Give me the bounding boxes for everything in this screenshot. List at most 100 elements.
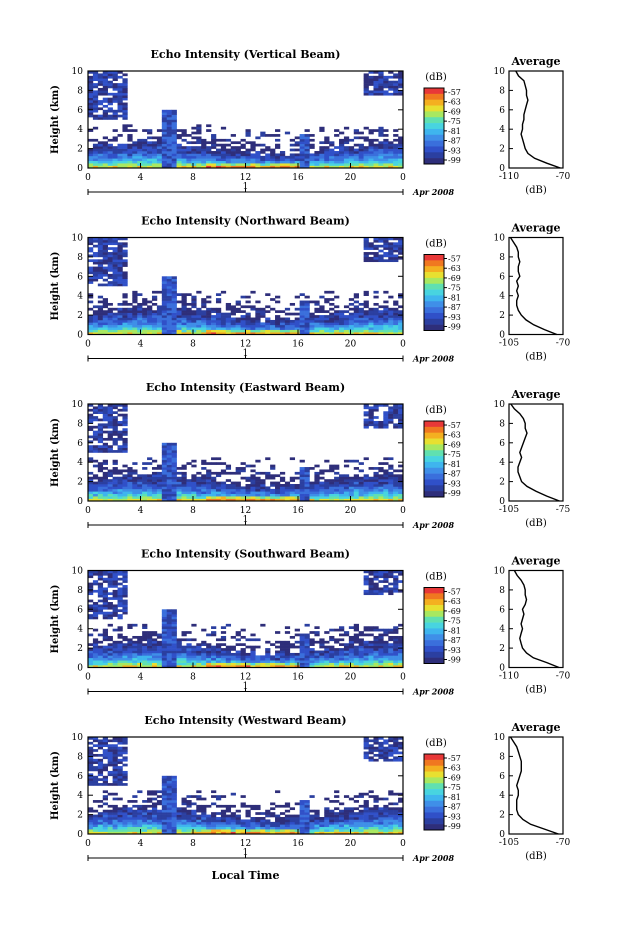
date-label: Apr 2008 <box>412 187 455 197</box>
colorbar-swatch <box>424 295 444 302</box>
colorbar-swatch <box>424 123 444 130</box>
x-tick-label: 12 <box>240 673 251 683</box>
y-tick-label: 10 <box>72 234 84 244</box>
profile-y-tick-label: 4 <box>499 125 505 135</box>
colorbar-tick-label: -99 <box>448 656 461 665</box>
profile-y-tick-label: 10 <box>494 67 506 77</box>
colorbar-swatch <box>424 812 444 819</box>
y-tick-label: 0 <box>77 664 83 674</box>
profile-x-label: (dB) <box>525 352 547 363</box>
y-axis-label: Height (km) <box>50 751 61 820</box>
colorbar-tick-label: -81 <box>448 460 461 469</box>
colorbar-tick-label: -69 <box>448 773 461 782</box>
date-label: Apr 2008 <box>412 687 455 697</box>
x-tick-label: 0 <box>400 839 406 849</box>
colorbar-tick-label: -75 <box>448 617 461 626</box>
x-tick-label: 8 <box>190 340 196 350</box>
average-profile: Average 0 2 4 6 8 10 -105 -70 (dB) <box>494 222 571 363</box>
y-tick-label: 6 <box>77 605 83 615</box>
panel-3: Echo Intensity (Eastward Beam)0246810Hei… <box>50 381 571 530</box>
profile-y-tick-label: 8 <box>499 752 505 762</box>
profile-y-tick-label: 8 <box>499 86 505 96</box>
average-profile: Average 0 2 4 6 8 10 -110 -70 (dB) <box>494 55 571 196</box>
profile-y-tick-label: 2 <box>499 478 505 488</box>
colorbar-tick-label: -87 <box>448 470 461 479</box>
colorbar-tick-label: -75 <box>448 783 461 792</box>
profile-frame <box>508 236 564 336</box>
profile-y-tick-label: 8 <box>499 586 505 596</box>
colorbar-tick-label: -69 <box>448 107 461 116</box>
x-tick-label: 20 <box>345 506 357 516</box>
colorbar-swatch <box>424 432 444 439</box>
colorbar-tick-label: -57 <box>448 588 461 597</box>
profile-y-tick-label: 0 <box>499 830 505 840</box>
colorbar-swatch <box>424 485 444 492</box>
colorbar-tick-label: -81 <box>448 626 461 635</box>
profile-y-tick-label: 6 <box>499 439 505 449</box>
colorbar-swatch <box>424 818 444 825</box>
y-tick-label: 4 <box>77 292 83 302</box>
x-tick-label: 0 <box>85 173 91 183</box>
colorbar-unit: (dB) <box>425 572 447 583</box>
colorbar-unit: (dB) <box>425 72 447 83</box>
average-profile: Average 0 2 4 6 8 10 -110 -70 (dB) <box>494 555 571 696</box>
x-tick-label: 8 <box>190 673 196 683</box>
colorbar-swatch <box>424 610 444 618</box>
colorbar-swatch <box>424 634 444 641</box>
y-axis-label: Height (km) <box>50 585 61 654</box>
colorbar-tick-label: -63 <box>448 764 461 773</box>
profile-x-tick-label: -70 <box>556 172 571 182</box>
colorbar-swatch <box>424 426 444 433</box>
colorbar-frame <box>423 87 445 165</box>
colorbar-tick-label: -57 <box>448 255 461 264</box>
colorbar-tick-label: -75 <box>448 117 461 126</box>
y-tick-label: 4 <box>77 458 83 468</box>
colorbar-swatch <box>424 260 444 267</box>
colorbar-swatch <box>424 456 444 463</box>
colorbar-swatch <box>424 593 444 600</box>
colorbar-swatch <box>424 651 444 658</box>
colorbar: -57-63-69-75-81-87-93-99 <box>423 254 461 332</box>
profile-y-tick-label: 6 <box>499 272 505 282</box>
day-label: 1 <box>243 848 249 858</box>
x-tick-label: 20 <box>345 673 357 683</box>
colorbar-swatch <box>424 479 444 486</box>
colorbar-swatch <box>424 254 444 261</box>
x-tick-label: 8 <box>190 173 196 183</box>
colorbar: -57-63-69-75-81-87-93-99 <box>423 420 461 498</box>
x-tick-label: 8 <box>190 506 196 516</box>
panel-title: Echo Intensity (Southward Beam) <box>141 548 350 561</box>
colorbar-swatch <box>424 628 444 635</box>
profile-line <box>515 70 561 169</box>
echo-intensity-field <box>88 570 404 668</box>
profile-y-tick-label: 0 <box>499 164 505 174</box>
profile-x-tick-label: -105 <box>499 838 519 848</box>
colorbar-swatch <box>424 800 444 807</box>
y-axis-label: Height (km) <box>50 85 61 154</box>
profile-frame <box>508 569 564 669</box>
colorbar-swatch <box>424 117 444 124</box>
profile-y-tick-label: 0 <box>499 664 505 674</box>
y-tick-label: 8 <box>77 419 83 429</box>
profile-title: Average <box>510 721 560 734</box>
x-tick-label: 4 <box>138 673 144 683</box>
profile-frame <box>508 403 564 502</box>
panel-title: Echo Intensity (Eastward Beam) <box>146 381 345 394</box>
x-tick-label: 0 <box>85 839 91 849</box>
profile-y-tick-label: 0 <box>499 331 505 341</box>
profile-x-tick-label: -70 <box>556 838 571 848</box>
x-tick-label: 12 <box>240 839 251 849</box>
echo-intensity-field <box>88 737 404 835</box>
y-tick-label: 10 <box>72 567 84 577</box>
colorbar-tick-label: -93 <box>448 479 461 488</box>
y-tick-label: 0 <box>77 830 83 840</box>
x-tick-label: 12 <box>240 506 251 516</box>
profile-title: Average <box>510 222 560 235</box>
colorbar-swatch <box>424 146 444 153</box>
colorbar-tick-label: -63 <box>448 264 461 273</box>
profile-x-tick-label: -110 <box>499 672 519 682</box>
colorbar-tick-label: -87 <box>448 636 461 645</box>
profile-frame <box>508 70 564 169</box>
colorbar-swatch <box>424 266 444 273</box>
colorbar-swatch <box>424 765 444 772</box>
